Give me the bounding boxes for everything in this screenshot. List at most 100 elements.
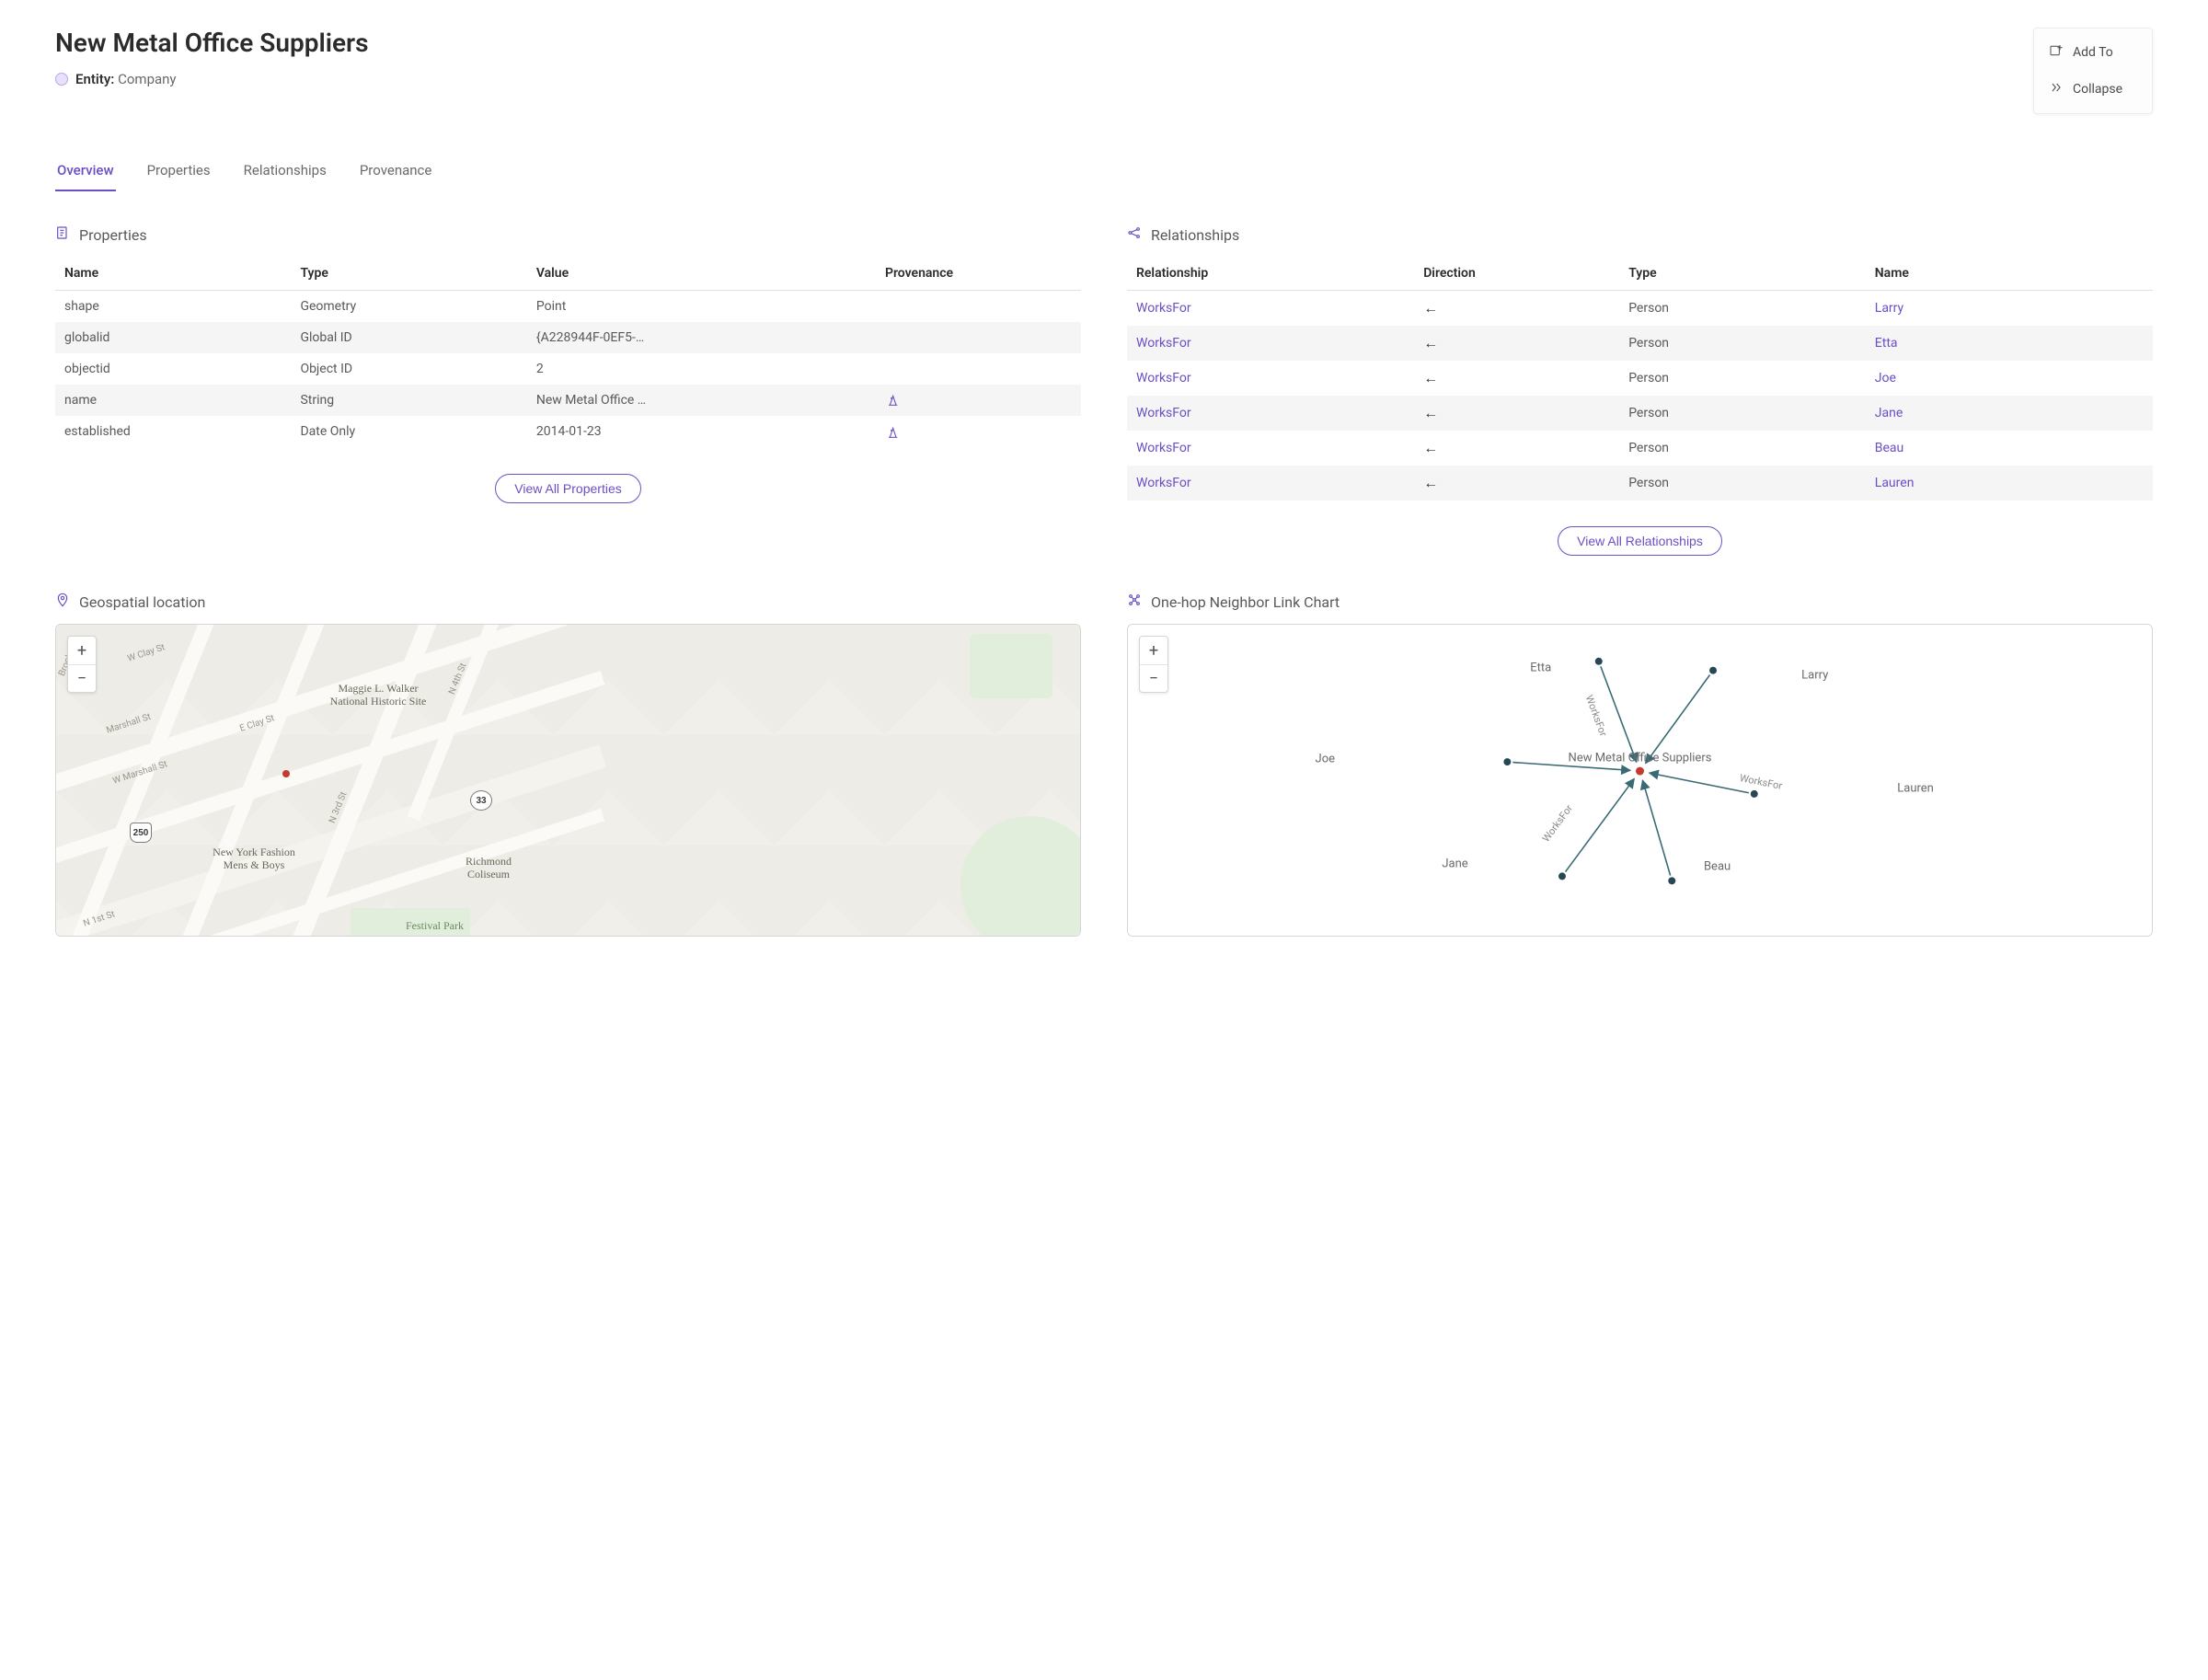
rel-link[interactable]: WorksFor [1127, 466, 1414, 501]
rel-name-link[interactable]: Jane [1866, 396, 2153, 431]
col-dir: Direction [1414, 257, 1619, 291]
location-pin-icon [55, 593, 70, 611]
map-zoom-in-button[interactable]: + [68, 637, 96, 664]
prop-value: Point [527, 291, 876, 323]
table-row: WorksForPersonLauren [1127, 466, 2153, 501]
rel-type: Person [1619, 431, 1866, 466]
relationships-heading: Relationships [1151, 226, 1239, 244]
linkchart-zoom-in-button[interactable]: + [1140, 637, 1167, 664]
rel-link[interactable]: WorksFor [1127, 396, 1414, 431]
linkchart-node[interactable] [1751, 790, 1758, 798]
table-row: WorksForPersonEtta [1127, 326, 2153, 361]
linkchart-node-label: Joe [1316, 752, 1335, 765]
arrow-left-icon [1423, 477, 1438, 491]
table-row: shapeGeometryPoint [55, 291, 1081, 323]
table-row: globalidGlobal ID{A228944F-0EF5-… [55, 322, 1081, 353]
linkchart-center-node[interactable] [1636, 767, 1644, 776]
rel-name-link[interactable]: Joe [1866, 361, 2153, 396]
collapse-button[interactable]: Collapse [2034, 71, 2152, 108]
tab-properties[interactable]: Properties [145, 155, 213, 191]
tabs: Overview Properties Relationships Proven… [55, 155, 2153, 192]
col-rel: Relationship [1127, 257, 1414, 291]
rel-name-link[interactable]: Etta [1866, 326, 2153, 361]
linkchart-edge [1566, 778, 1635, 871]
linkchart-edge [1650, 773, 1749, 793]
map-poi-label: Richmond Coliseum [452, 855, 525, 881]
rel-direction [1414, 466, 1619, 501]
map-marker [282, 770, 290, 777]
arrow-left-icon [1423, 302, 1438, 316]
relationships-icon [1127, 225, 1142, 244]
action-panel: Add To Collapse [2033, 28, 2153, 114]
linkchart-node-label: Beau [1704, 859, 1731, 873]
linkchart-node[interactable] [1503, 758, 1511, 765]
prop-value: 2 [527, 353, 876, 385]
prop-provenance[interactable] [876, 385, 1081, 416]
map-zoom-controls: + − [67, 636, 97, 693]
collapse-icon [2049, 80, 2064, 98]
tab-relationships[interactable]: Relationships [242, 155, 328, 191]
prop-type: String [291, 385, 526, 416]
tab-overview[interactable]: Overview [55, 155, 116, 191]
linkchart-node-label: New Metal Office Suppliers [1569, 752, 1712, 765]
rel-link[interactable]: WorksFor [1127, 431, 1414, 466]
prop-name: globalid [55, 322, 291, 353]
table-row: nameStringNew Metal Office … [55, 385, 1081, 416]
rel-direction [1414, 326, 1619, 361]
linkchart-heading: One-hop Neighbor Link Chart [1151, 593, 1340, 611]
linkchart-node-label: Lauren [1897, 781, 1934, 795]
table-row: objectidObject ID2 [55, 353, 1081, 385]
prop-provenance [876, 322, 1081, 353]
map-view[interactable]: + − W Clay St E Clay St W Marshall St Ma… [55, 624, 1081, 937]
prop-value: New Metal Office … [527, 385, 876, 416]
linkchart-zoom-controls: + − [1139, 636, 1168, 693]
rel-name-link[interactable]: Beau [1866, 431, 2153, 466]
prop-provenance [876, 353, 1081, 385]
view-all-relationships-button[interactable]: View All Relationships [1558, 526, 1722, 556]
view-all-properties-button[interactable]: View All Properties [495, 474, 640, 503]
linkchart-svg [1128, 625, 2152, 936]
linkchart-icon [1127, 593, 1142, 611]
prop-provenance [876, 291, 1081, 323]
provenance-icon[interactable] [885, 393, 900, 408]
geospatial-panel: Geospatial location + − W Clay St E Clay… [55, 593, 1081, 937]
rel-type: Person [1619, 361, 1866, 396]
col-value: Value [527, 257, 876, 291]
tab-provenance[interactable]: Provenance [358, 155, 434, 191]
rel-link[interactable]: WorksFor [1127, 291, 1414, 327]
map-park-area-2 [970, 634, 1052, 698]
linkchart-node[interactable] [1668, 877, 1675, 884]
linkchart-node[interactable] [1558, 872, 1566, 880]
prop-name: name [55, 385, 291, 416]
relationships-table: Relationship Direction Type Name WorksFo… [1127, 257, 2153, 501]
arrow-left-icon [1423, 407, 1438, 421]
page-title: New Metal Office Suppliers [55, 28, 369, 58]
rel-name-link[interactable]: Lauren [1866, 466, 2153, 501]
map-zoom-out-button[interactable]: − [68, 664, 96, 692]
provenance-icon[interactable] [885, 424, 900, 439]
table-row: WorksFor PersonJane [1127, 396, 2153, 431]
linkchart-node[interactable] [1595, 658, 1603, 665]
arrow-left-icon [1423, 442, 1438, 456]
map-poi-label: New York Fashion Mens & Boys [208, 846, 300, 872]
linkchart-node[interactable] [1709, 667, 1717, 674]
rel-type: Person [1619, 291, 1866, 327]
linkchart-zoom-out-button[interactable]: − [1140, 664, 1167, 692]
rel-link[interactable]: WorksFor [1127, 326, 1414, 361]
rel-name-link[interactable]: Larry [1866, 291, 2153, 327]
map-park-label: Festival Park [406, 919, 464, 932]
geospatial-heading: Geospatial location [79, 593, 205, 611]
linkchart-edge [1646, 675, 1710, 764]
prop-provenance[interactable] [876, 416, 1081, 447]
arrow-left-icon [1423, 337, 1438, 351]
prop-type: Geometry [291, 291, 526, 323]
entity-type-icon [55, 73, 68, 86]
rel-link[interactable]: WorksFor [1127, 361, 1414, 396]
linkchart-node-label: Larry [1801, 669, 1828, 683]
map-poi-label: Maggie L. Walker National Historic Site [323, 682, 433, 708]
linkchart-view[interactable]: + − EttaLarryJoeLaurenJaneBeauNew Metal … [1127, 624, 2153, 937]
properties-heading: Properties [79, 226, 147, 244]
rel-type: Person [1619, 396, 1866, 431]
table-row: WorksFor PersonLarry [1127, 291, 2153, 327]
add-to-button[interactable]: Add To [2034, 34, 2152, 71]
